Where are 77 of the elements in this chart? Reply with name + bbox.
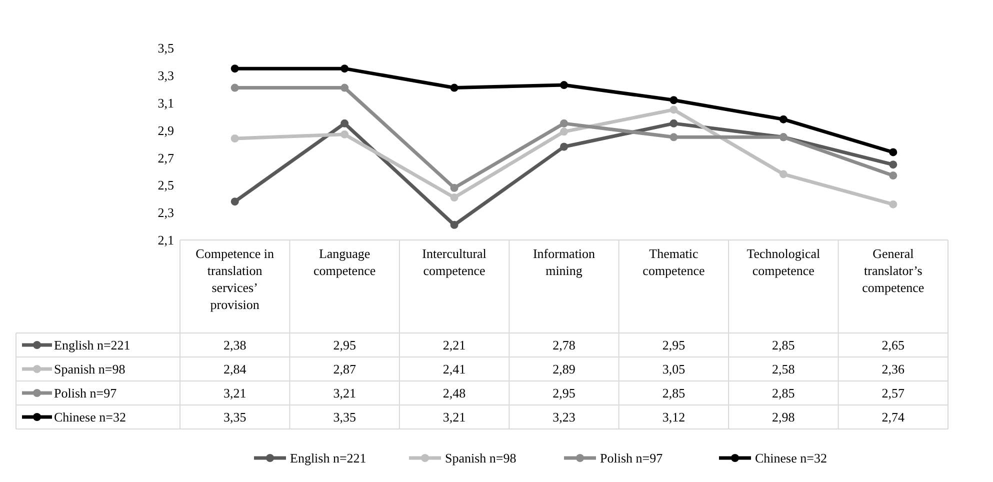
point [889,200,898,208]
point [450,220,458,229]
data-label: 3,12 [662,410,686,425]
data-label: 2,95 [662,338,686,353]
point [230,64,239,73]
data-label: 2,95 [333,338,356,353]
data-label: 3,21 [442,410,466,425]
y-tick-label: 3,5 [158,40,174,56]
data-label: 2,74 [882,410,906,425]
data-label: 2,85 [772,338,795,353]
data-label: 2,87 [333,362,356,377]
point [670,119,678,128]
point [230,84,239,92]
data-label: 2,41 [442,362,466,377]
point [230,198,239,206]
y-tick-label: 3,3 [158,68,174,83]
point [670,106,678,114]
point [560,142,568,151]
data-label: 2,85 [772,386,795,401]
data-label: 2,57 [882,386,906,401]
legend-label: Spanish n=98 [54,362,126,377]
x-tick-label: Intercultural competence [422,246,487,278]
point [450,184,458,192]
data-label: 3,23 [552,410,576,425]
x-tick-label: Technological competence [746,246,821,278]
point [340,84,349,92]
point [450,84,458,92]
data-label: 2,84 [223,362,247,377]
data-label: 3,35 [333,410,356,425]
data-label: 2,98 [772,410,795,425]
point [560,128,568,136]
legend-label: Polish n=97 [54,386,118,401]
data-label: 3,05 [662,362,686,377]
data-label: 2,36 [882,362,906,377]
point [340,119,349,128]
y-tick-label: 3,1 [158,95,174,110]
text: Polish n=97 [600,450,663,466]
data-label: 2,95 [552,386,576,401]
legend-label: English n=221 [54,338,130,353]
data-label: 3,21 [333,386,356,401]
point [560,119,568,128]
x-tick-label: General translator’s competence [862,246,924,295]
point [450,193,458,202]
data-label: 2,65 [882,338,905,353]
y-tick-label: 2,3 [158,205,174,220]
point [560,81,568,90]
point [889,148,898,156]
y-tick-label: 2,7 [158,150,174,166]
point [889,172,898,180]
data-label: 2,78 [552,338,576,353]
x-tick-label: Competence in translation services’ provision [196,246,275,312]
legend-label: Chinese n=32 [54,410,126,425]
data-label: 3,21 [223,386,246,401]
y-tick-label: 2,9 [158,122,174,138]
point [779,115,788,124]
point [230,134,239,143]
point [670,96,678,104]
point [670,133,678,142]
x-tick-label: Language competence [314,246,376,278]
data-label: 2,58 [772,362,795,377]
data-label: 3,35 [223,410,246,425]
x-tick-label: Information mining [532,246,596,278]
y-tick-label: 2,1 [158,232,174,248]
text: Chinese n=32 [755,450,827,466]
data-label: 2,48 [442,386,466,401]
data-label: 2,21 [442,338,466,353]
data-label: 2,89 [552,362,576,377]
point [889,160,898,169]
data-label: 2,85 [662,386,686,401]
text: English n=221 [290,450,366,466]
text: Spanish n=98 [445,450,516,466]
y-tick-label: 2,5 [158,178,174,193]
data-label: 2,38 [223,338,246,353]
point [779,170,788,178]
x-tick-label: Thematic competence [642,246,705,278]
point [340,130,349,138]
point [340,64,349,73]
